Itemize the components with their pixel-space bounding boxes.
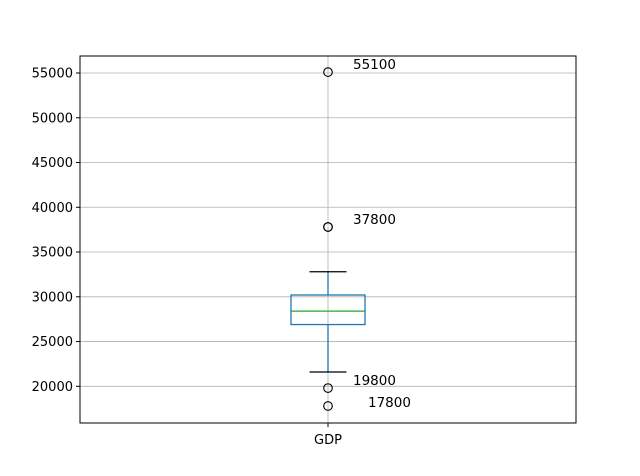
outlier-point xyxy=(323,383,333,393)
iqr-box xyxy=(290,294,366,326)
y-tick-label: 45000 xyxy=(32,156,73,171)
y-tick-label: 30000 xyxy=(32,290,73,305)
outlier-annotation: 19800 xyxy=(353,373,396,389)
axes-frame xyxy=(79,55,577,424)
outlier-annotation: 17800 xyxy=(368,395,411,411)
outlier-point xyxy=(323,67,333,77)
y-tick-label: 35000 xyxy=(32,246,73,261)
y-tick-label: 20000 xyxy=(32,380,73,395)
y-tick-label: 55000 xyxy=(32,67,73,82)
y-axis-ticks: 20000 25000 30000 35000 40000 45000 50000 55000 xyxy=(32,67,80,395)
annotations: 55100 37800 19800 17800 xyxy=(353,57,411,411)
y-tick-label: 25000 xyxy=(32,335,73,350)
outlier-annotation: 55100 xyxy=(353,57,396,73)
plot-area xyxy=(290,67,366,411)
outlier-point xyxy=(323,401,333,411)
y-tick-label: 50000 xyxy=(32,111,73,126)
x-tick-label: GDP xyxy=(314,433,342,448)
y-tick-label: 40000 xyxy=(32,201,73,216)
outlier-point xyxy=(323,222,333,232)
gridlines xyxy=(80,56,576,423)
outlier-annotation: 37800 xyxy=(353,212,396,228)
x-axis-ticks: GDP xyxy=(314,423,342,448)
